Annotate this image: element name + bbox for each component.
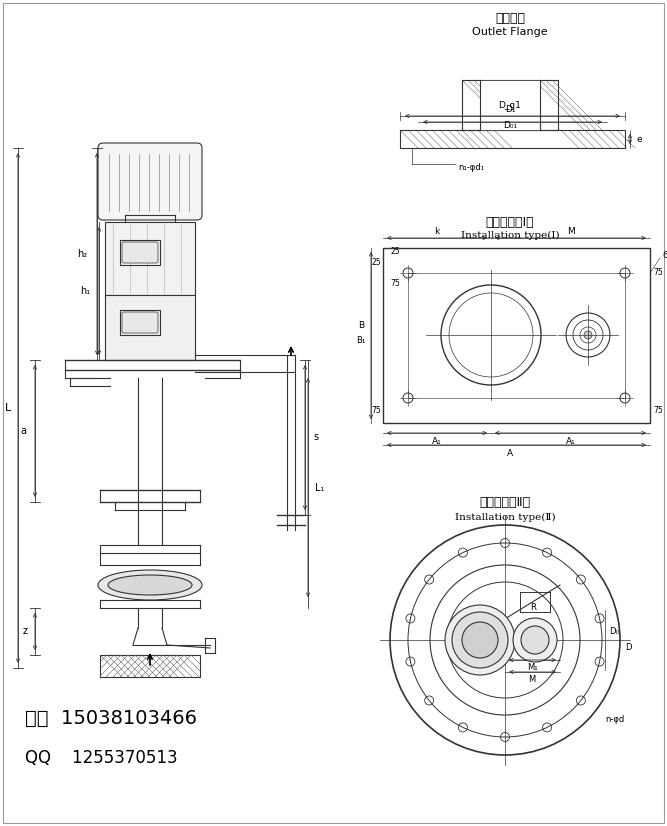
Ellipse shape xyxy=(513,618,557,662)
Text: 安装形式（Ⅰ）: 安装形式（Ⅰ） xyxy=(486,216,534,229)
Text: L₁: L₁ xyxy=(315,483,325,493)
Bar xyxy=(462,80,558,130)
Bar xyxy=(480,80,540,130)
Bar xyxy=(383,248,650,423)
Text: 75: 75 xyxy=(653,268,663,277)
FancyBboxPatch shape xyxy=(122,312,158,333)
Text: 75: 75 xyxy=(372,406,381,415)
Text: 电话  15038103466: 电话 15038103466 xyxy=(25,709,197,728)
Text: D₀: D₀ xyxy=(609,628,619,637)
Text: e: e xyxy=(636,135,642,144)
Text: 75: 75 xyxy=(653,406,663,415)
Text: s: s xyxy=(313,432,319,442)
Bar xyxy=(120,310,160,335)
Text: B₁: B₁ xyxy=(356,336,366,345)
Bar xyxy=(100,655,200,677)
Text: 75: 75 xyxy=(391,278,400,287)
Text: h₁: h₁ xyxy=(80,286,90,296)
Text: A₁: A₁ xyxy=(432,436,442,445)
Bar xyxy=(105,295,195,360)
Ellipse shape xyxy=(462,622,498,658)
Text: z: z xyxy=(23,626,27,636)
Text: 25: 25 xyxy=(372,258,381,267)
Text: M₁: M₁ xyxy=(527,663,538,672)
Ellipse shape xyxy=(108,575,192,595)
Text: D₀₁: D₀₁ xyxy=(503,121,517,130)
Text: M: M xyxy=(528,676,536,685)
Text: 安装形式（Ⅱ）: 安装形式（Ⅱ） xyxy=(480,496,530,510)
Bar xyxy=(105,222,195,295)
Text: D₁: D₁ xyxy=(505,105,515,113)
Text: M: M xyxy=(567,226,574,235)
FancyBboxPatch shape xyxy=(122,242,158,263)
Text: A₁: A₁ xyxy=(566,436,576,445)
Text: R: R xyxy=(530,604,536,613)
Text: a: a xyxy=(20,426,26,436)
Text: D_g1: D_g1 xyxy=(498,101,522,110)
Text: n-φd: n-φd xyxy=(606,715,624,724)
Text: k: k xyxy=(434,226,440,235)
Text: A: A xyxy=(507,449,513,458)
Circle shape xyxy=(584,331,592,339)
Text: B: B xyxy=(358,321,364,330)
Text: D: D xyxy=(625,643,631,653)
Text: Installation type(Ⅰ): Installation type(Ⅰ) xyxy=(461,230,560,240)
Bar xyxy=(408,273,625,398)
Text: L: L xyxy=(5,403,11,413)
Text: 25: 25 xyxy=(391,248,400,257)
Text: 6-φ18: 6-φ18 xyxy=(662,251,667,260)
Text: QQ    1255370513: QQ 1255370513 xyxy=(25,749,177,767)
Ellipse shape xyxy=(521,626,549,654)
Ellipse shape xyxy=(452,612,508,668)
Bar xyxy=(400,130,625,148)
Text: Outlet Flange: Outlet Flange xyxy=(472,27,548,37)
Text: Installation type(Ⅱ): Installation type(Ⅱ) xyxy=(455,512,556,521)
Ellipse shape xyxy=(445,605,515,675)
Text: n₁-φd₁: n₁-φd₁ xyxy=(458,163,484,172)
Text: h₂: h₂ xyxy=(77,249,87,259)
Ellipse shape xyxy=(98,570,202,600)
FancyBboxPatch shape xyxy=(98,143,202,220)
Text: 出口法兰: 出口法兰 xyxy=(495,12,525,25)
Bar xyxy=(120,240,160,265)
